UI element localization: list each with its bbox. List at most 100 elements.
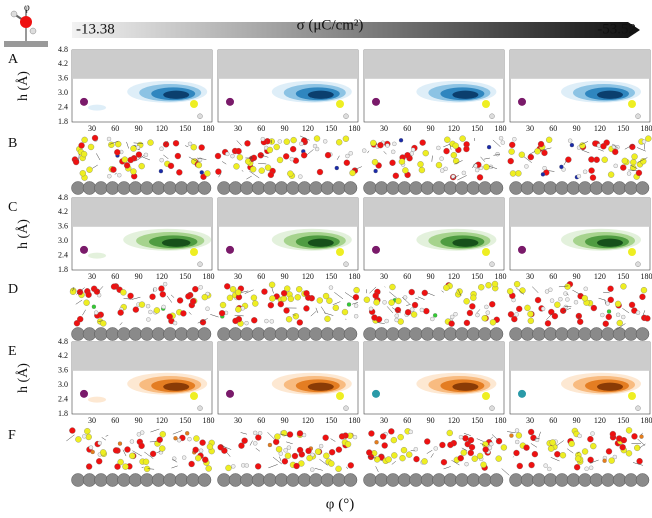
x-tick-label: 120 (156, 272, 168, 281)
h-bond (457, 175, 467, 181)
sigma-label: σ (μC/cm²) (297, 17, 364, 33)
sigma-right: -53.52 (597, 21, 636, 37)
substrate-atom (420, 473, 435, 487)
water-atom (513, 449, 520, 457)
water-atom (489, 301, 496, 308)
substrate-atom (343, 473, 358, 487)
water-atom (524, 164, 529, 169)
x-tick-label: 90 (281, 416, 289, 425)
substrate-atom (566, 181, 581, 195)
substrate-atom (601, 327, 615, 341)
hydrogen-atom (29, 27, 37, 35)
water-atom (397, 433, 404, 441)
h-bond (377, 322, 385, 324)
substrate-atom (163, 181, 177, 195)
water-atom (606, 309, 612, 314)
hydrogen-atom (635, 113, 641, 119)
water-atom (500, 140, 505, 145)
water-atom (293, 462, 300, 470)
h-bond (566, 293, 569, 296)
water-atom (419, 307, 425, 313)
h-bond (368, 456, 377, 459)
h-bond (249, 440, 253, 446)
substrate-atom (363, 327, 377, 341)
water-atom (388, 428, 395, 435)
water-atom (390, 436, 397, 444)
water-atom (110, 166, 117, 173)
water-atom (230, 153, 235, 159)
substrate-atom (105, 327, 120, 341)
water-atom (495, 151, 500, 157)
water-atom (614, 300, 622, 308)
water-atom (391, 452, 398, 459)
water-atom (398, 158, 406, 165)
water-atom (475, 312, 480, 318)
water-atom (354, 314, 359, 319)
water-atom (457, 455, 464, 462)
x-tick-label: 90 (573, 272, 581, 281)
y-tick-label: 1.8 (58, 265, 68, 274)
water-atom (280, 295, 288, 302)
water-atom (515, 170, 522, 177)
water-atom (583, 286, 588, 291)
x-tick-label: 60 (549, 124, 557, 133)
substrate-atom (624, 181, 638, 195)
water-atom (577, 433, 582, 439)
water-atom (363, 296, 371, 303)
water-atom (159, 431, 166, 438)
substrate-atom (555, 327, 569, 341)
water-atom (400, 446, 408, 454)
h-bond (299, 135, 310, 141)
x-tick-label: 150 (325, 124, 337, 133)
water-atom (343, 159, 350, 166)
water-atom (273, 143, 280, 151)
h-bond (268, 464, 278, 469)
h-bond (336, 155, 340, 160)
substrate-atom (71, 181, 85, 195)
inset-diagram: φ (4, 2, 48, 47)
water-atom (435, 161, 443, 169)
water-atom (478, 284, 485, 291)
h-bond (463, 433, 471, 436)
substrate-atom (532, 473, 546, 487)
h-bond (109, 140, 119, 145)
water-atom (458, 434, 464, 440)
water-atom (565, 297, 570, 302)
water-atom (277, 139, 282, 144)
water-atom (78, 142, 85, 149)
hydrogen-atom (343, 261, 349, 267)
x-tick-label: 150 (325, 416, 337, 425)
water-atom (410, 307, 415, 312)
substrate-atom (555, 181, 569, 195)
h-bond (249, 156, 253, 162)
water-atom (568, 440, 575, 447)
water-atom (631, 153, 638, 160)
substrate-atom (263, 327, 277, 341)
water-atom (253, 441, 258, 446)
h-bond (415, 298, 419, 300)
density-contour (307, 382, 334, 391)
water-atom (199, 439, 206, 446)
water-atom (506, 288, 514, 295)
substrate-atom (489, 327, 504, 341)
water-atom (589, 174, 597, 181)
water-atom (283, 307, 290, 314)
water-atom (512, 137, 517, 142)
water-atom (180, 310, 187, 317)
substrate-atom (635, 181, 650, 195)
x-tick-label: 180 (641, 416, 652, 425)
water-atom (149, 293, 156, 300)
water-atom (266, 146, 274, 154)
density-contour (88, 252, 106, 259)
substrate-atom (163, 327, 177, 341)
water-atom (107, 174, 112, 179)
water-atom (114, 149, 121, 156)
x-tick-label: 30 (88, 272, 96, 281)
h-bond (558, 285, 569, 288)
h-bond (530, 443, 538, 448)
water-atom (303, 305, 310, 312)
substrate-atom (432, 327, 446, 341)
x-tick-label: 90 (281, 124, 289, 133)
substrate-atom (478, 181, 492, 195)
x-tick-label: 90 (427, 272, 435, 281)
